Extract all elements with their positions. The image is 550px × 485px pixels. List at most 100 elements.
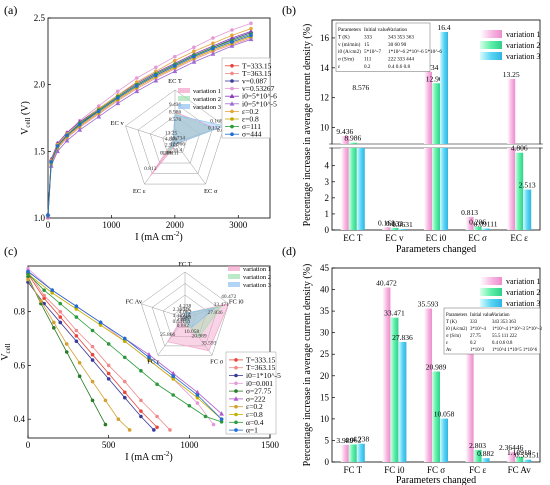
- radar-spoke: [125, 125, 176, 143]
- radar-value-label: 13.25: [165, 131, 178, 137]
- legend-swatch: [480, 288, 502, 296]
- data-point: [123, 379, 127, 384]
- radar-legend-swatch: [178, 104, 190, 109]
- bar: [465, 216, 474, 230]
- data-point: [153, 78, 159, 83]
- bar: [356, 148, 365, 230]
- x-tick-label: 1500: [261, 440, 280, 450]
- radar-legend-swatch: [228, 266, 240, 271]
- data-point: [42, 296, 46, 301]
- legend-label: v=0.53267: [242, 84, 275, 93]
- y-tick-label: 25: [320, 349, 330, 359]
- x-tick-label: 500: [102, 440, 116, 450]
- y-tick-label: 14: [320, 63, 330, 73]
- bar: [473, 449, 482, 462]
- bar: [440, 148, 448, 230]
- bar-value-label: 12.966: [426, 74, 447, 83]
- series-line: [47, 28, 252, 216]
- param-table-cell: 1*10^-4 1*10^-3 5*10^-3: [492, 327, 543, 332]
- x-tick-label: 0: [46, 220, 51, 230]
- series-line: [27, 273, 158, 428]
- bar: [432, 148, 440, 230]
- x-axis-title: Parameters changed: [396, 244, 476, 255]
- data-point: [171, 374, 175, 378]
- data-point: [248, 28, 254, 34]
- data-point: [26, 266, 30, 271]
- data-point: [210, 51, 216, 56]
- data-point: [26, 277, 30, 282]
- data-point: [139, 398, 143, 403]
- legend-marker: [234, 389, 238, 393]
- radar-legend-label: variation 1: [193, 88, 221, 95]
- x-tick-label: FC i0: [384, 465, 405, 475]
- radar-value-label: 33.471: [214, 302, 229, 308]
- radar-axis-label: FC σ: [210, 359, 224, 366]
- radar-value-label: 1.18918: [173, 313, 191, 319]
- radar-value-label: 3.989: [179, 315, 192, 321]
- legend-label: variation 2: [506, 288, 540, 297]
- data-point: [50, 291, 54, 295]
- legend-marker: [234, 428, 238, 432]
- data-point: [187, 403, 192, 408]
- legend-label: ε=0.2: [246, 402, 263, 411]
- radar-value-label: 4.062: [179, 309, 192, 315]
- radar-value-label: 2.803: [177, 317, 190, 323]
- panel-label-d: (d): [282, 244, 296, 258]
- legend-swatch: [480, 52, 502, 60]
- radar-ring: [140, 271, 230, 356]
- radar-value-label: 0.09111: [162, 150, 180, 156]
- data-point: [173, 54, 177, 59]
- data-point: [52, 326, 56, 330]
- bar-value-label: 0.206: [469, 218, 486, 227]
- bar-value-label: 40.472: [376, 279, 397, 288]
- y-axis-title: Percentage increase in average current d…: [302, 24, 313, 227]
- param-table-header: Initial value: [470, 313, 493, 318]
- data-point: [98, 323, 103, 327]
- radar-ring: [162, 128, 188, 153]
- param-table-cell: 30 60 90: [388, 42, 407, 48]
- legend-label: i0=0.001: [246, 379, 273, 388]
- data-point: [147, 355, 151, 360]
- param-table-cell: 343 353 363: [388, 34, 414, 40]
- data-point: [192, 49, 196, 54]
- param-table-cell: ε: [338, 64, 341, 70]
- data-point: [195, 395, 200, 400]
- param-table-cell: 27.75: [470, 334, 481, 339]
- data-point: [170, 370, 176, 376]
- radar-value-label: 4.806: [165, 137, 178, 143]
- legend-label: σ=444: [242, 130, 262, 139]
- bar: [432, 83, 440, 144]
- series-line: [27, 271, 171, 431]
- param-table-cell: 0.2: [470, 341, 477, 346]
- data-point: [39, 299, 43, 303]
- data-point: [115, 100, 121, 106]
- radar-value-label: 20.989: [191, 333, 206, 339]
- x-tick-label: FC ε: [469, 465, 486, 475]
- legend-swatch: [480, 30, 502, 38]
- legend-label: v=0.087: [242, 77, 267, 86]
- y-tick-label: 0.4: [14, 414, 26, 424]
- y-tick-label: 20: [320, 371, 330, 381]
- param-table-header: Initial value: [364, 27, 390, 33]
- bar: [515, 456, 524, 462]
- radar-legend-label: variation 3: [193, 104, 221, 111]
- legend-label: α=0.4: [246, 418, 264, 427]
- x-tick-label: FC σ: [427, 465, 445, 475]
- y-tick-label: 2: [325, 193, 330, 203]
- data-point: [192, 45, 196, 50]
- param-table-cell: 111: [364, 57, 372, 63]
- param-table-cell: 343 353 363: [492, 320, 517, 325]
- data-point: [116, 417, 121, 421]
- data-point: [211, 46, 215, 51]
- data-point: [230, 33, 234, 38]
- data-point: [230, 40, 234, 44]
- bar-value-label: 4.806: [511, 144, 528, 153]
- data-point: [135, 84, 139, 88]
- param-table-cell: 55.5 111 222: [492, 334, 517, 339]
- y-tick-label: 4: [325, 161, 330, 171]
- legend-label: i0=5*10^-5: [242, 99, 277, 108]
- bar: [440, 418, 448, 462]
- data-point: [147, 358, 151, 362]
- radar-area: [167, 303, 230, 352]
- bar-value-label: 4.062: [344, 435, 361, 444]
